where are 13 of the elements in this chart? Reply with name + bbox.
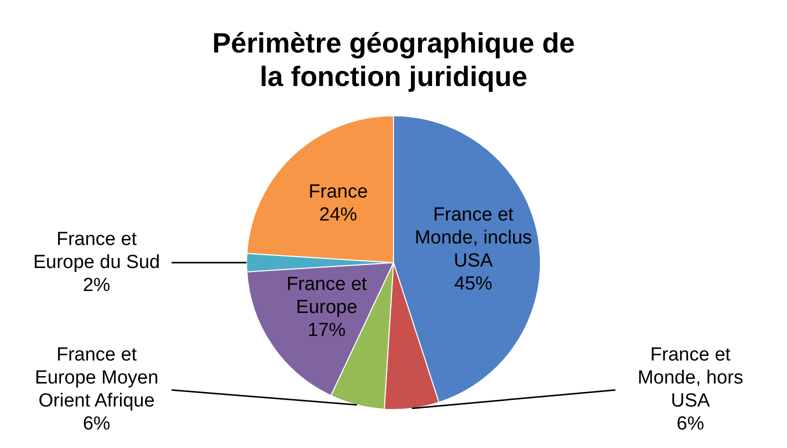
slice-label: France et Europe Moyen Orient Afrique [34,344,158,412]
data-label: 24% [319,204,358,226]
slice-label: France et Monde, hors USA [638,344,744,412]
slice-label: France et Europe du Sud [33,228,160,273]
slice-label: France [308,181,368,202]
slice-label: France et Monde, inclus USA [414,204,532,272]
slice-label: France et Europe [286,274,368,318]
data-label: 6% [676,414,704,435]
data-label: 6% [82,414,110,435]
chart-title: Périmètre géographique de la fonction juridique [212,28,575,92]
data-label: 17% [308,320,346,342]
data-label: 2% [82,274,110,296]
data-label: 45% [454,274,492,295]
